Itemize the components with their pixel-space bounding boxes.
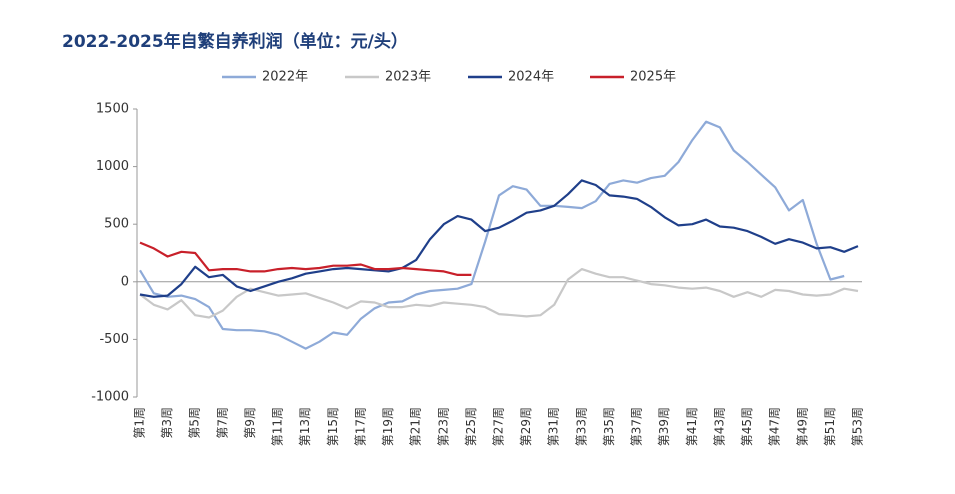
y-tick-label: 1500 bbox=[96, 102, 129, 117]
x-tick-label: 第35周 bbox=[602, 407, 616, 446]
x-tick-label: 第51周 bbox=[823, 407, 837, 446]
x-tick-label: 第5周 bbox=[188, 407, 202, 439]
legend-label: 2025年 bbox=[630, 70, 676, 85]
x-tick-label: 第25周 bbox=[464, 407, 478, 446]
x-tick-label: 第47周 bbox=[768, 407, 782, 446]
x-tick-label: 第19周 bbox=[381, 407, 395, 446]
x-tick-label: 第13周 bbox=[298, 407, 312, 446]
x-tick-label: 第41周 bbox=[685, 407, 699, 446]
x-tick-label: 第31周 bbox=[547, 407, 561, 446]
x-tick-label: 第7周 bbox=[215, 407, 229, 439]
x-tick-label: 第15周 bbox=[326, 407, 340, 446]
y-tick-label: 0 bbox=[121, 274, 129, 289]
x-tick-label: 第23周 bbox=[436, 407, 450, 446]
legend-label: 2024年 bbox=[508, 70, 554, 85]
y-tick-label: -500 bbox=[99, 332, 129, 347]
x-tick-label: 第3周 bbox=[160, 407, 174, 439]
x-tick-label: 第27周 bbox=[492, 407, 506, 446]
x-tick-label: 第17周 bbox=[353, 407, 367, 446]
legend-label: 2023年 bbox=[385, 70, 431, 85]
x-tick-label: 第53周 bbox=[851, 407, 865, 446]
x-tick-label: 第9周 bbox=[243, 407, 257, 439]
x-tick-label: 第45周 bbox=[740, 407, 754, 446]
x-tick-label: 第49周 bbox=[795, 407, 809, 446]
y-tick-label: -1000 bbox=[91, 390, 129, 405]
x-tick-label: 第11周 bbox=[271, 407, 285, 446]
y-tick-label: 1000 bbox=[96, 159, 129, 174]
x-tick-label: 第39周 bbox=[657, 407, 671, 446]
series-line bbox=[139, 120, 845, 350]
series-line bbox=[139, 241, 472, 276]
x-tick-label: 第37周 bbox=[630, 407, 644, 446]
x-tick-label: 第1周 bbox=[133, 407, 147, 439]
series-line bbox=[139, 179, 859, 298]
x-tick-label: 第43周 bbox=[712, 407, 726, 446]
x-tick-label: 第29周 bbox=[519, 407, 533, 446]
y-tick-label: 500 bbox=[104, 217, 129, 232]
x-tick-label: 第21周 bbox=[409, 407, 423, 446]
legend-label: 2022年 bbox=[262, 70, 308, 85]
chart-title: 2022-2025年自繁自养利润（单位：元/头） bbox=[62, 31, 408, 52]
x-tick-label: 第33周 bbox=[574, 407, 588, 446]
series-line bbox=[139, 268, 859, 319]
